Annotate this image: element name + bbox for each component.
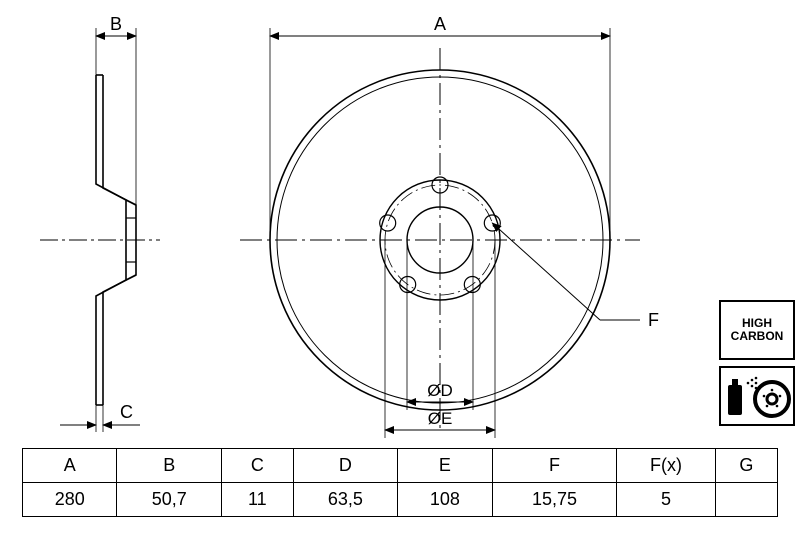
cell-value: 11 (222, 483, 294, 517)
col-header: D (293, 449, 398, 483)
table-value-row: 280 50,7 11 63,5 108 15,75 5 (23, 483, 778, 517)
dim-label-a: A (434, 14, 446, 34)
cell-value: 15,75 (492, 483, 617, 517)
property-icons: HIGHCARBON (719, 300, 795, 426)
col-header: E (398, 449, 492, 483)
dim-label-d: ØD (427, 381, 453, 400)
col-header: G (715, 449, 777, 483)
dim-label-f: F (648, 310, 659, 330)
dim-label-e: ØE (428, 409, 453, 428)
side-view: B C (40, 14, 160, 432)
col-header: B (117, 449, 222, 483)
cell-value: 63,5 (293, 483, 398, 517)
col-header: C (222, 449, 294, 483)
cell-value: 50,7 (117, 483, 222, 517)
high-carbon-label: HIGHCARBON (731, 317, 784, 343)
front-view: A F ØD ØE (240, 14, 659, 438)
cell-value: 5 (617, 483, 715, 517)
col-header: F (492, 449, 617, 483)
cell-value (715, 483, 777, 517)
dim-label-c: C (120, 402, 133, 422)
high-carbon-icon: HIGHCARBON (719, 300, 795, 360)
coating-icon (719, 366, 795, 426)
col-header: A (23, 449, 117, 483)
dimensions-table: A B C D E F F(x) G 280 50,7 11 63,5 108 … (22, 448, 778, 517)
col-header: F(x) (617, 449, 715, 483)
technical-drawing: B C A F (0, 0, 800, 440)
cell-value: 108 (398, 483, 492, 517)
table-header-row: A B C D E F F(x) G (23, 449, 778, 483)
dim-label-b: B (110, 14, 122, 34)
cell-value: 280 (23, 483, 117, 517)
